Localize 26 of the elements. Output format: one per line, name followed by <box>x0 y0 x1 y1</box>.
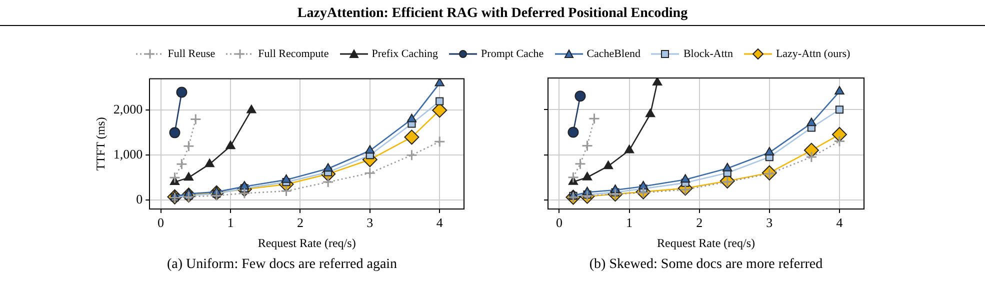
text: (b) Skewed: Some docs are more referred <box>588 257 824 273</box>
legend-label: Prefix Caching <box>372 48 438 60</box>
x-axis-title: Request Rate (req/s) <box>657 236 755 250</box>
legend-label: Block-Attn <box>683 48 733 60</box>
x-tick-label: 2 <box>696 215 703 230</box>
x-tick-label: 1 <box>227 215 234 230</box>
x-tick-label: 3 <box>766 215 773 230</box>
text: (a) Uniform: Few docs are referred again <box>166 257 398 273</box>
x-tick-label: 2 <box>296 215 304 230</box>
y-axis-title: TTFT (ms) <box>93 117 108 171</box>
text: LazyAttention: Efficient RAG with Deferred Positional Encoding <box>0 6 985 26</box>
y-tick-label: 2,000 <box>113 102 143 117</box>
y-tick-label: 1,000 <box>113 146 143 162</box>
x-tick-label: 0 <box>556 215 562 230</box>
x-tick-label: 4 <box>836 215 844 230</box>
y-tick-label: 0 <box>136 191 143 206</box>
x-tick-label: 3 <box>366 215 374 230</box>
legend-label: Full Recompute <box>258 48 329 60</box>
legend-label: Full Reuse <box>168 48 216 60</box>
x-tick-label: 1 <box>626 215 633 230</box>
legend-label: Lazy-Attn (ours) <box>776 48 850 60</box>
legend-label: Prompt Cache <box>481 48 544 60</box>
x-tick-label: 4 <box>436 215 444 230</box>
x-axis-title: Request Rate (req/s) <box>258 236 356 250</box>
x-tick-label: 0 <box>158 215 164 230</box>
legend-label: CacheBlend <box>586 48 640 60</box>
